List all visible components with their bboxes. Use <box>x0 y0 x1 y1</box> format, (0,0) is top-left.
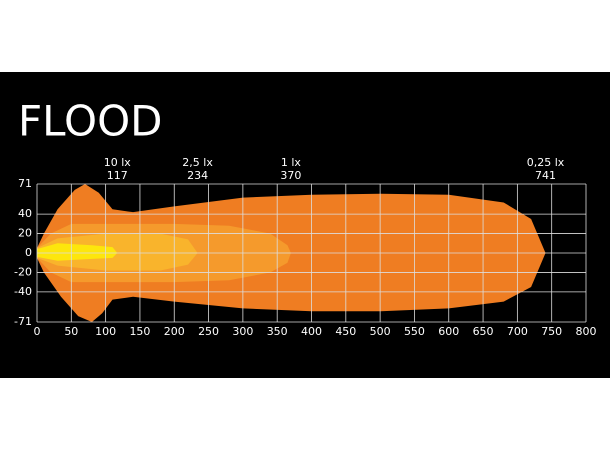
x-tick-label: 600 <box>438 325 459 338</box>
x-tick-label: 250 <box>198 325 219 338</box>
x-tick-label: 700 <box>507 325 528 338</box>
y-tick-label: -40 <box>14 285 32 298</box>
y-tick-label: 71 <box>18 177 32 190</box>
isolux-area <box>37 233 198 271</box>
distance-label: 370 <box>280 169 301 182</box>
x-tick-label: 800 <box>576 325 597 338</box>
y-tick-label: 20 <box>18 227 32 240</box>
x-tick-label: 150 <box>129 325 150 338</box>
y-tick-label: 40 <box>18 207 32 220</box>
isolux-label: 0,25 lx <box>527 156 565 169</box>
isolux-label: 1 lx <box>281 156 302 169</box>
y-tick-label: -71 <box>14 315 32 328</box>
x-tick-label: 500 <box>370 325 391 338</box>
x-tick-label: 0 <box>34 325 41 338</box>
x-tick-label: 650 <box>473 325 494 338</box>
isolux-area <box>37 243 118 261</box>
chart-title: FLOOD <box>18 97 163 146</box>
distance-label: 117 <box>107 169 128 182</box>
x-tick-label: 350 <box>267 325 288 338</box>
isolux-label: 2,5 lx <box>182 156 213 169</box>
x-tick-label: 550 <box>404 325 425 338</box>
isolux-label: 10 lx <box>104 156 132 169</box>
x-tick-label: 100 <box>95 325 116 338</box>
x-tick-label: 300 <box>232 325 253 338</box>
x-tick-label: 50 <box>64 325 78 338</box>
distance-label: 234 <box>187 169 208 182</box>
y-tick-label: 0 <box>25 246 32 259</box>
x-tick-label: 400 <box>301 325 322 338</box>
x-tick-label: 450 <box>335 325 356 338</box>
y-tick-label: -20 <box>14 265 32 278</box>
x-tick-label: 750 <box>541 325 562 338</box>
x-tick-label: 200 <box>164 325 185 338</box>
distance-label: 741 <box>535 169 556 182</box>
